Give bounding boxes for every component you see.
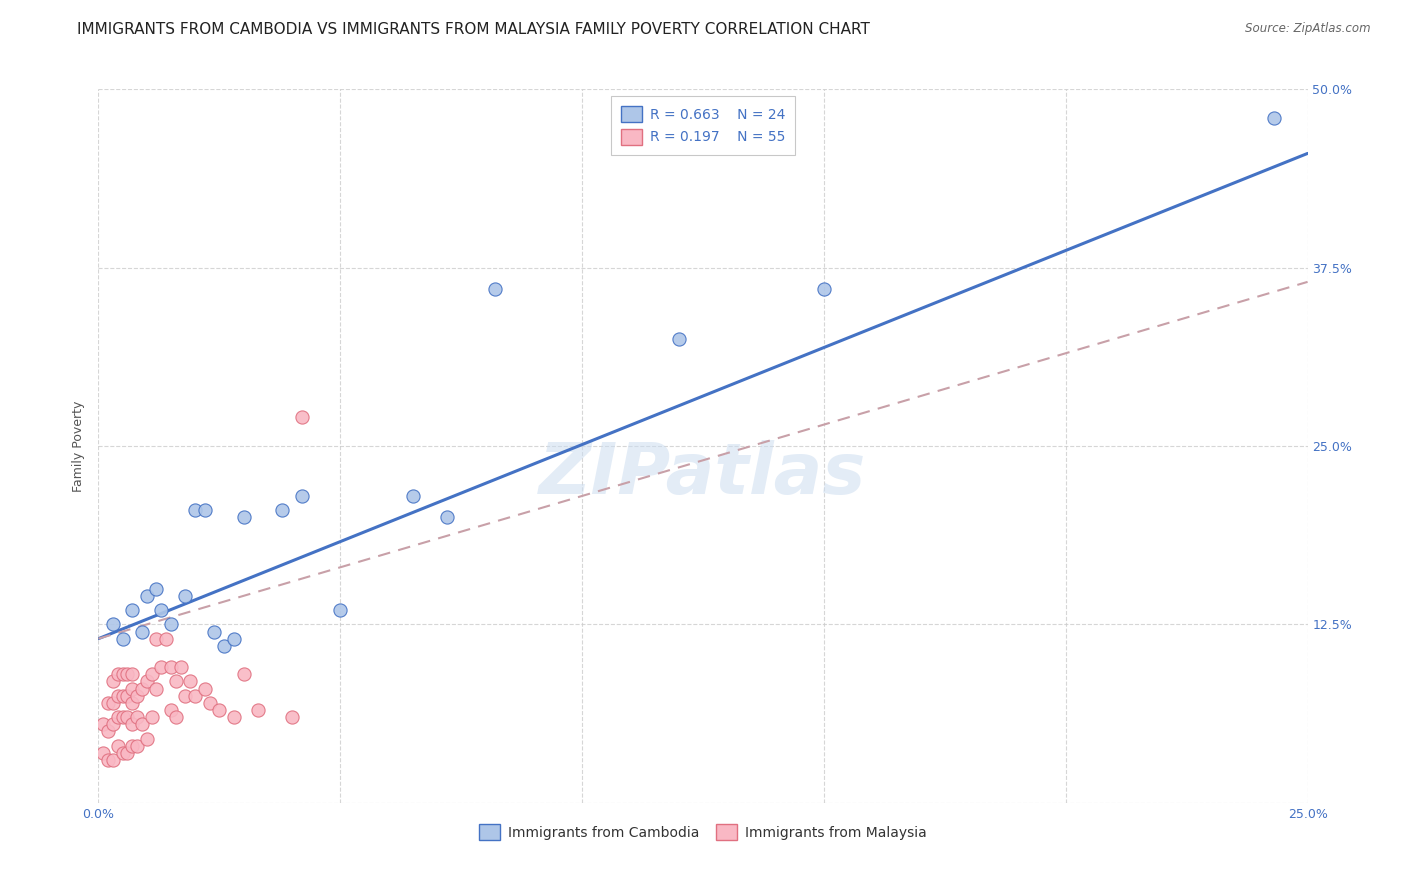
Point bbox=[135, 731, 157, 746]
Point bbox=[402, 489, 425, 503]
Point bbox=[101, 717, 124, 731]
Point bbox=[232, 667, 254, 681]
Point bbox=[145, 582, 167, 596]
Point bbox=[117, 667, 139, 681]
Point bbox=[121, 681, 143, 696]
Point bbox=[208, 703, 231, 717]
Point bbox=[121, 717, 143, 731]
Point bbox=[194, 503, 217, 517]
Point bbox=[155, 632, 177, 646]
Point bbox=[97, 696, 120, 710]
Point bbox=[97, 753, 120, 767]
Point bbox=[194, 681, 217, 696]
Point bbox=[484, 282, 506, 296]
Point bbox=[169, 660, 191, 674]
Point bbox=[160, 617, 183, 632]
Point bbox=[91, 746, 114, 760]
Point bbox=[179, 674, 201, 689]
Point bbox=[97, 724, 120, 739]
Point bbox=[101, 617, 124, 632]
Point bbox=[131, 717, 153, 731]
Text: Source: ZipAtlas.com: Source: ZipAtlas.com bbox=[1246, 22, 1371, 36]
Y-axis label: Family Poverty: Family Poverty bbox=[72, 401, 86, 491]
Text: IMMIGRANTS FROM CAMBODIA VS IMMIGRANTS FROM MALAYSIA FAMILY POVERTY CORRELATION : IMMIGRANTS FROM CAMBODIA VS IMMIGRANTS F… bbox=[77, 22, 870, 37]
Point bbox=[135, 589, 157, 603]
Point bbox=[145, 632, 167, 646]
Point bbox=[117, 746, 139, 760]
Point bbox=[141, 710, 163, 724]
Point bbox=[204, 624, 226, 639]
Point bbox=[121, 667, 143, 681]
Point bbox=[107, 739, 129, 753]
Legend: Immigrants from Cambodia, Immigrants from Malaysia: Immigrants from Cambodia, Immigrants fro… bbox=[474, 819, 932, 846]
Point bbox=[107, 710, 129, 724]
Point bbox=[111, 746, 134, 760]
Point bbox=[121, 739, 143, 753]
Point bbox=[290, 489, 312, 503]
Point bbox=[131, 681, 153, 696]
Point bbox=[184, 503, 207, 517]
Text: ZIPatlas: ZIPatlas bbox=[540, 440, 866, 509]
Point bbox=[668, 332, 690, 346]
Point bbox=[271, 503, 294, 517]
Point bbox=[150, 660, 173, 674]
Point bbox=[174, 589, 197, 603]
Point bbox=[127, 710, 149, 724]
Point bbox=[135, 674, 157, 689]
Point bbox=[198, 696, 221, 710]
Point bbox=[150, 603, 173, 617]
Point bbox=[174, 689, 197, 703]
Point bbox=[247, 703, 270, 717]
Point bbox=[212, 639, 235, 653]
Point bbox=[329, 603, 352, 617]
Point bbox=[160, 703, 183, 717]
Point bbox=[127, 689, 149, 703]
Point bbox=[222, 710, 245, 724]
Point bbox=[101, 753, 124, 767]
Point bbox=[141, 667, 163, 681]
Point bbox=[222, 632, 245, 646]
Point bbox=[160, 660, 183, 674]
Point bbox=[117, 689, 139, 703]
Point bbox=[111, 632, 134, 646]
Point bbox=[101, 674, 124, 689]
Point bbox=[91, 717, 114, 731]
Point bbox=[107, 667, 129, 681]
Point bbox=[111, 710, 134, 724]
Point bbox=[111, 667, 134, 681]
Point bbox=[436, 510, 458, 524]
Point bbox=[232, 510, 254, 524]
Point bbox=[131, 624, 153, 639]
Point bbox=[145, 681, 167, 696]
Point bbox=[127, 739, 149, 753]
Point bbox=[1263, 111, 1285, 125]
Point bbox=[165, 674, 187, 689]
Point bbox=[165, 710, 187, 724]
Point bbox=[813, 282, 835, 296]
Point bbox=[111, 689, 134, 703]
Point bbox=[117, 710, 139, 724]
Point bbox=[101, 696, 124, 710]
Point bbox=[107, 689, 129, 703]
Point bbox=[290, 410, 312, 425]
Point bbox=[121, 603, 143, 617]
Point bbox=[121, 696, 143, 710]
Point bbox=[184, 689, 207, 703]
Point bbox=[281, 710, 304, 724]
